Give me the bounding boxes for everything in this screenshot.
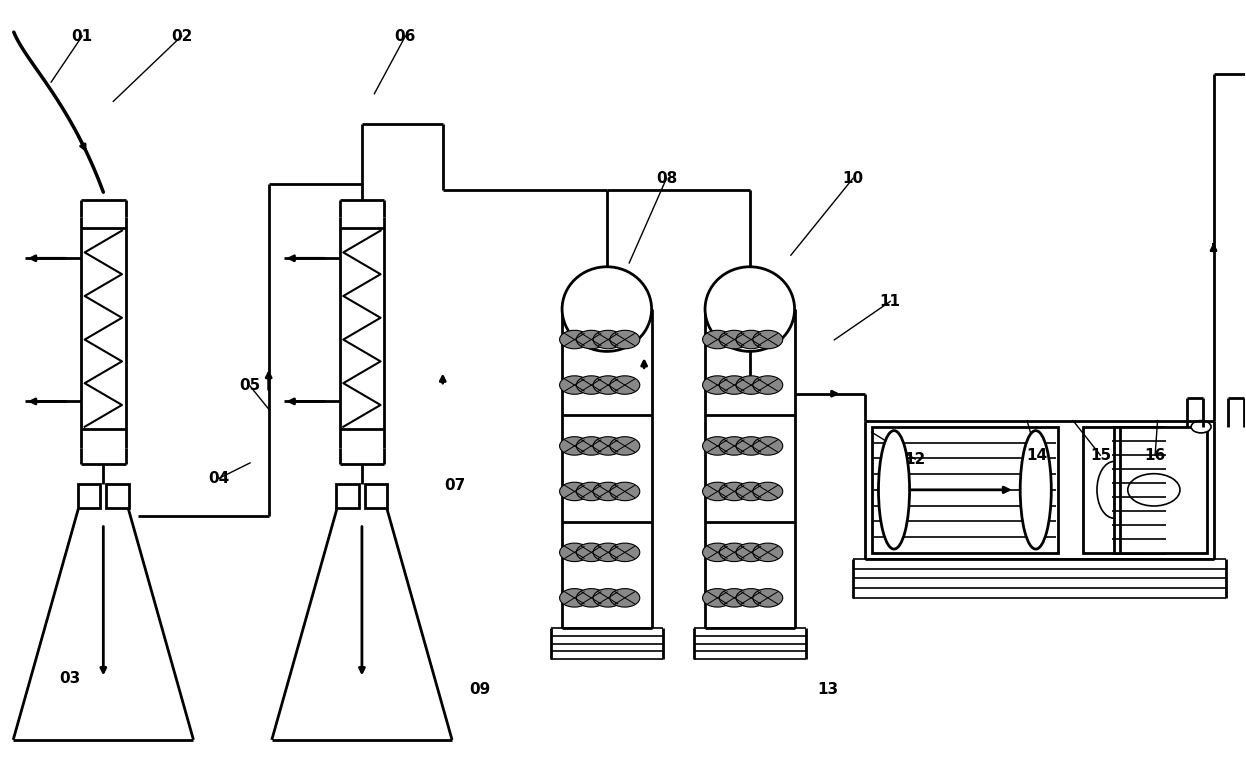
Text: 14: 14 bbox=[1027, 448, 1048, 462]
Text: 12: 12 bbox=[905, 452, 926, 466]
Bar bbox=[106, 484, 128, 508]
Text: 15: 15 bbox=[1090, 448, 1111, 462]
Ellipse shape bbox=[562, 267, 652, 351]
Text: 06: 06 bbox=[395, 29, 416, 43]
Circle shape bbox=[611, 588, 639, 607]
Circle shape bbox=[577, 543, 607, 561]
Circle shape bbox=[703, 330, 733, 349]
Text: 01: 01 bbox=[71, 29, 92, 43]
Circle shape bbox=[593, 543, 623, 561]
Ellipse shape bbox=[1020, 431, 1052, 549]
Circle shape bbox=[611, 482, 639, 501]
Circle shape bbox=[559, 543, 589, 561]
Circle shape bbox=[593, 482, 623, 501]
Ellipse shape bbox=[1096, 462, 1131, 518]
Circle shape bbox=[719, 588, 749, 607]
Circle shape bbox=[719, 376, 749, 394]
Circle shape bbox=[577, 376, 607, 394]
Circle shape bbox=[703, 482, 733, 501]
Circle shape bbox=[736, 543, 766, 561]
Circle shape bbox=[703, 376, 733, 394]
Circle shape bbox=[559, 437, 589, 455]
Circle shape bbox=[611, 330, 639, 349]
Ellipse shape bbox=[878, 431, 910, 549]
Circle shape bbox=[611, 437, 639, 455]
Circle shape bbox=[736, 330, 766, 349]
Circle shape bbox=[719, 330, 749, 349]
Text: 08: 08 bbox=[655, 171, 677, 186]
Circle shape bbox=[559, 376, 589, 394]
Circle shape bbox=[593, 376, 623, 394]
Circle shape bbox=[753, 437, 782, 455]
Text: 03: 03 bbox=[59, 671, 81, 686]
Circle shape bbox=[703, 588, 733, 607]
Circle shape bbox=[703, 543, 733, 561]
Text: 16: 16 bbox=[1145, 448, 1166, 462]
Circle shape bbox=[719, 543, 749, 561]
Circle shape bbox=[736, 437, 766, 455]
Circle shape bbox=[736, 376, 766, 394]
Text: 05: 05 bbox=[239, 378, 260, 394]
Circle shape bbox=[611, 376, 639, 394]
Text: 13: 13 bbox=[817, 682, 839, 697]
Circle shape bbox=[559, 588, 589, 607]
Circle shape bbox=[736, 588, 766, 607]
Circle shape bbox=[577, 437, 607, 455]
Circle shape bbox=[753, 588, 782, 607]
Text: 04: 04 bbox=[208, 471, 229, 486]
Circle shape bbox=[719, 482, 749, 501]
Circle shape bbox=[577, 588, 607, 607]
Bar bbox=[1120, 427, 1207, 553]
Circle shape bbox=[611, 543, 639, 561]
Circle shape bbox=[719, 437, 749, 455]
Circle shape bbox=[593, 588, 623, 607]
Circle shape bbox=[753, 543, 782, 561]
Circle shape bbox=[593, 330, 623, 349]
Circle shape bbox=[753, 376, 782, 394]
Circle shape bbox=[593, 437, 623, 455]
Bar bbox=[1114, 427, 1164, 553]
Circle shape bbox=[1128, 474, 1180, 506]
Circle shape bbox=[577, 482, 607, 501]
Circle shape bbox=[577, 330, 607, 349]
Text: 07: 07 bbox=[445, 479, 466, 493]
Bar bbox=[365, 484, 388, 508]
Circle shape bbox=[559, 330, 589, 349]
Circle shape bbox=[753, 330, 782, 349]
Text: 10: 10 bbox=[842, 171, 863, 186]
Circle shape bbox=[1191, 421, 1211, 433]
Ellipse shape bbox=[705, 267, 795, 351]
Bar bbox=[336, 484, 359, 508]
Circle shape bbox=[753, 482, 782, 501]
Circle shape bbox=[736, 482, 766, 501]
Text: 09: 09 bbox=[470, 682, 491, 697]
Circle shape bbox=[559, 482, 589, 501]
Circle shape bbox=[703, 437, 733, 455]
Text: 02: 02 bbox=[171, 29, 192, 43]
Bar bbox=[77, 484, 100, 508]
Bar bbox=[872, 427, 1058, 553]
Bar bbox=[1083, 427, 1145, 553]
Text: 11: 11 bbox=[880, 294, 901, 309]
